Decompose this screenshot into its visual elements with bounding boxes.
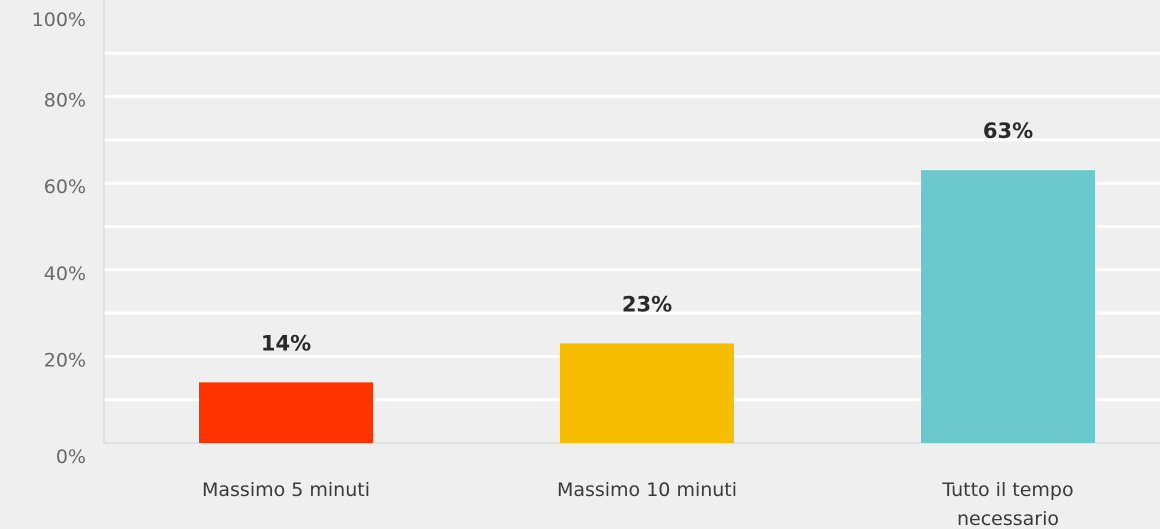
bar	[560, 343, 734, 443]
data-label: 63%	[983, 119, 1033, 143]
y-axis-tick-labels: 0% 20% 40% 60% 80% 100%	[32, 9, 86, 468]
data-label: 14%	[261, 331, 311, 355]
category-label: Tutto il tempo	[941, 479, 1073, 501]
category-label: Massimo 5 minuti	[202, 479, 370, 501]
category-label: necessario	[957, 508, 1059, 529]
y-tick-label: 80%	[44, 90, 86, 112]
data-labels: 14% 23% 63%	[261, 119, 1033, 355]
bars	[199, 170, 1095, 443]
category-label: Massimo 10 minuti	[557, 479, 737, 501]
category-labels: Massimo 5 minuti Massimo 10 minuti Tutto i…	[202, 479, 1074, 529]
bar	[199, 382, 373, 443]
y-tick-label: 60%	[44, 176, 86, 198]
y-tick-label: 20%	[44, 349, 86, 371]
y-tick-label: 100%	[32, 9, 86, 31]
y-tick-label: 0%	[56, 446, 86, 468]
data-label: 23%	[622, 292, 672, 316]
bar	[921, 170, 1095, 443]
y-tick-label: 40%	[44, 263, 86, 285]
